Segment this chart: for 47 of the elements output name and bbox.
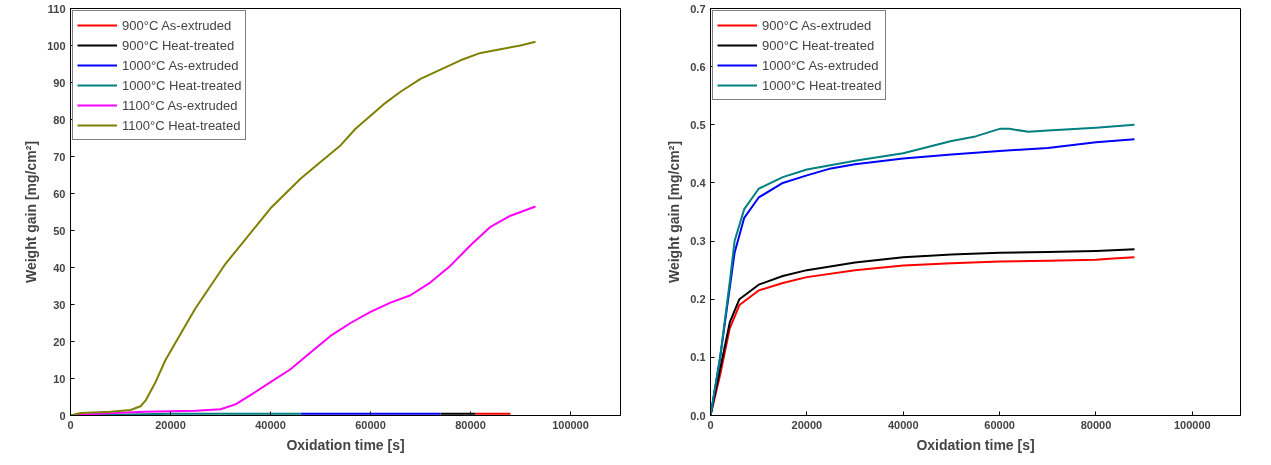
y-tick-label: 110: [47, 2, 66, 15]
legend-label: 1100°C Heat-treated: [122, 117, 241, 133]
legend-label: 900°C As-extruded: [762, 17, 872, 33]
line-series: [70, 40, 537, 416]
y-tick-label: 90: [53, 76, 66, 89]
x-axis-title: Oxidation time [s]: [916, 436, 1035, 453]
x-tick-label: 40000: [887, 418, 919, 431]
y-tick-label: 0.2: [690, 293, 706, 306]
y-tick-label: 0.3: [690, 235, 706, 248]
legend-label: 1000°C As-extruded: [122, 57, 239, 73]
x-tick-label: 100000: [552, 418, 589, 431]
y-tick-label: 0.4: [690, 176, 707, 189]
x-tick-label: 20000: [791, 418, 823, 431]
y-tick-label: 0.1: [690, 351, 706, 364]
x-tick-label: 60000: [984, 418, 1015, 431]
y-tick-label: 20: [53, 335, 66, 348]
x-tick-label: 80000: [1080, 418, 1112, 431]
y-tick-label: 50: [53, 224, 66, 237]
legend-label: 1000°C Heat-treated: [762, 77, 882, 93]
legend-label: 1000°C As-extruded: [762, 57, 879, 73]
y-tick-label: 0: [59, 409, 66, 422]
legend-label: 1000°C Heat-treated: [122, 77, 242, 93]
y-axis-title: Weight gain [mg/cm²]: [23, 140, 40, 284]
y-tick-label: 70: [53, 150, 66, 163]
y-tick-label: 0.5: [690, 118, 706, 131]
y-tick-label: 0.0: [690, 409, 706, 422]
y-tick-label: 40: [53, 261, 66, 274]
x-tick-label: 60000: [355, 418, 386, 431]
y-tick-label: 60: [53, 187, 66, 200]
x-tick-label: 20000: [155, 418, 186, 431]
x-axis-title: Oxidation time [s]: [286, 436, 405, 453]
y-tick-label: 100: [47, 39, 66, 52]
y-tick-label: 0.7: [690, 2, 706, 15]
x-tick-label: 0: [67, 418, 74, 431]
y-tick-label: 30: [53, 298, 66, 311]
x-tick-label: 100000: [1173, 418, 1211, 431]
legend-label: 900°C As-extruded: [122, 17, 232, 33]
y-tick-label: 0.6: [690, 60, 706, 73]
legend-label: 900°C Heat-treated: [122, 37, 235, 53]
legend-label: 1100°C As-extruded: [122, 97, 238, 113]
y-tick-label: 10: [53, 372, 66, 385]
x-tick-label: 80000: [455, 418, 486, 431]
x-tick-label: 0: [707, 418, 714, 431]
y-tick-label: 80: [53, 113, 66, 126]
legend-label: 900°C Heat-treated: [762, 37, 875, 53]
x-tick-label: 40000: [255, 418, 286, 431]
y-axis-title: Weight gain [mg/cm²]: [666, 140, 683, 284]
